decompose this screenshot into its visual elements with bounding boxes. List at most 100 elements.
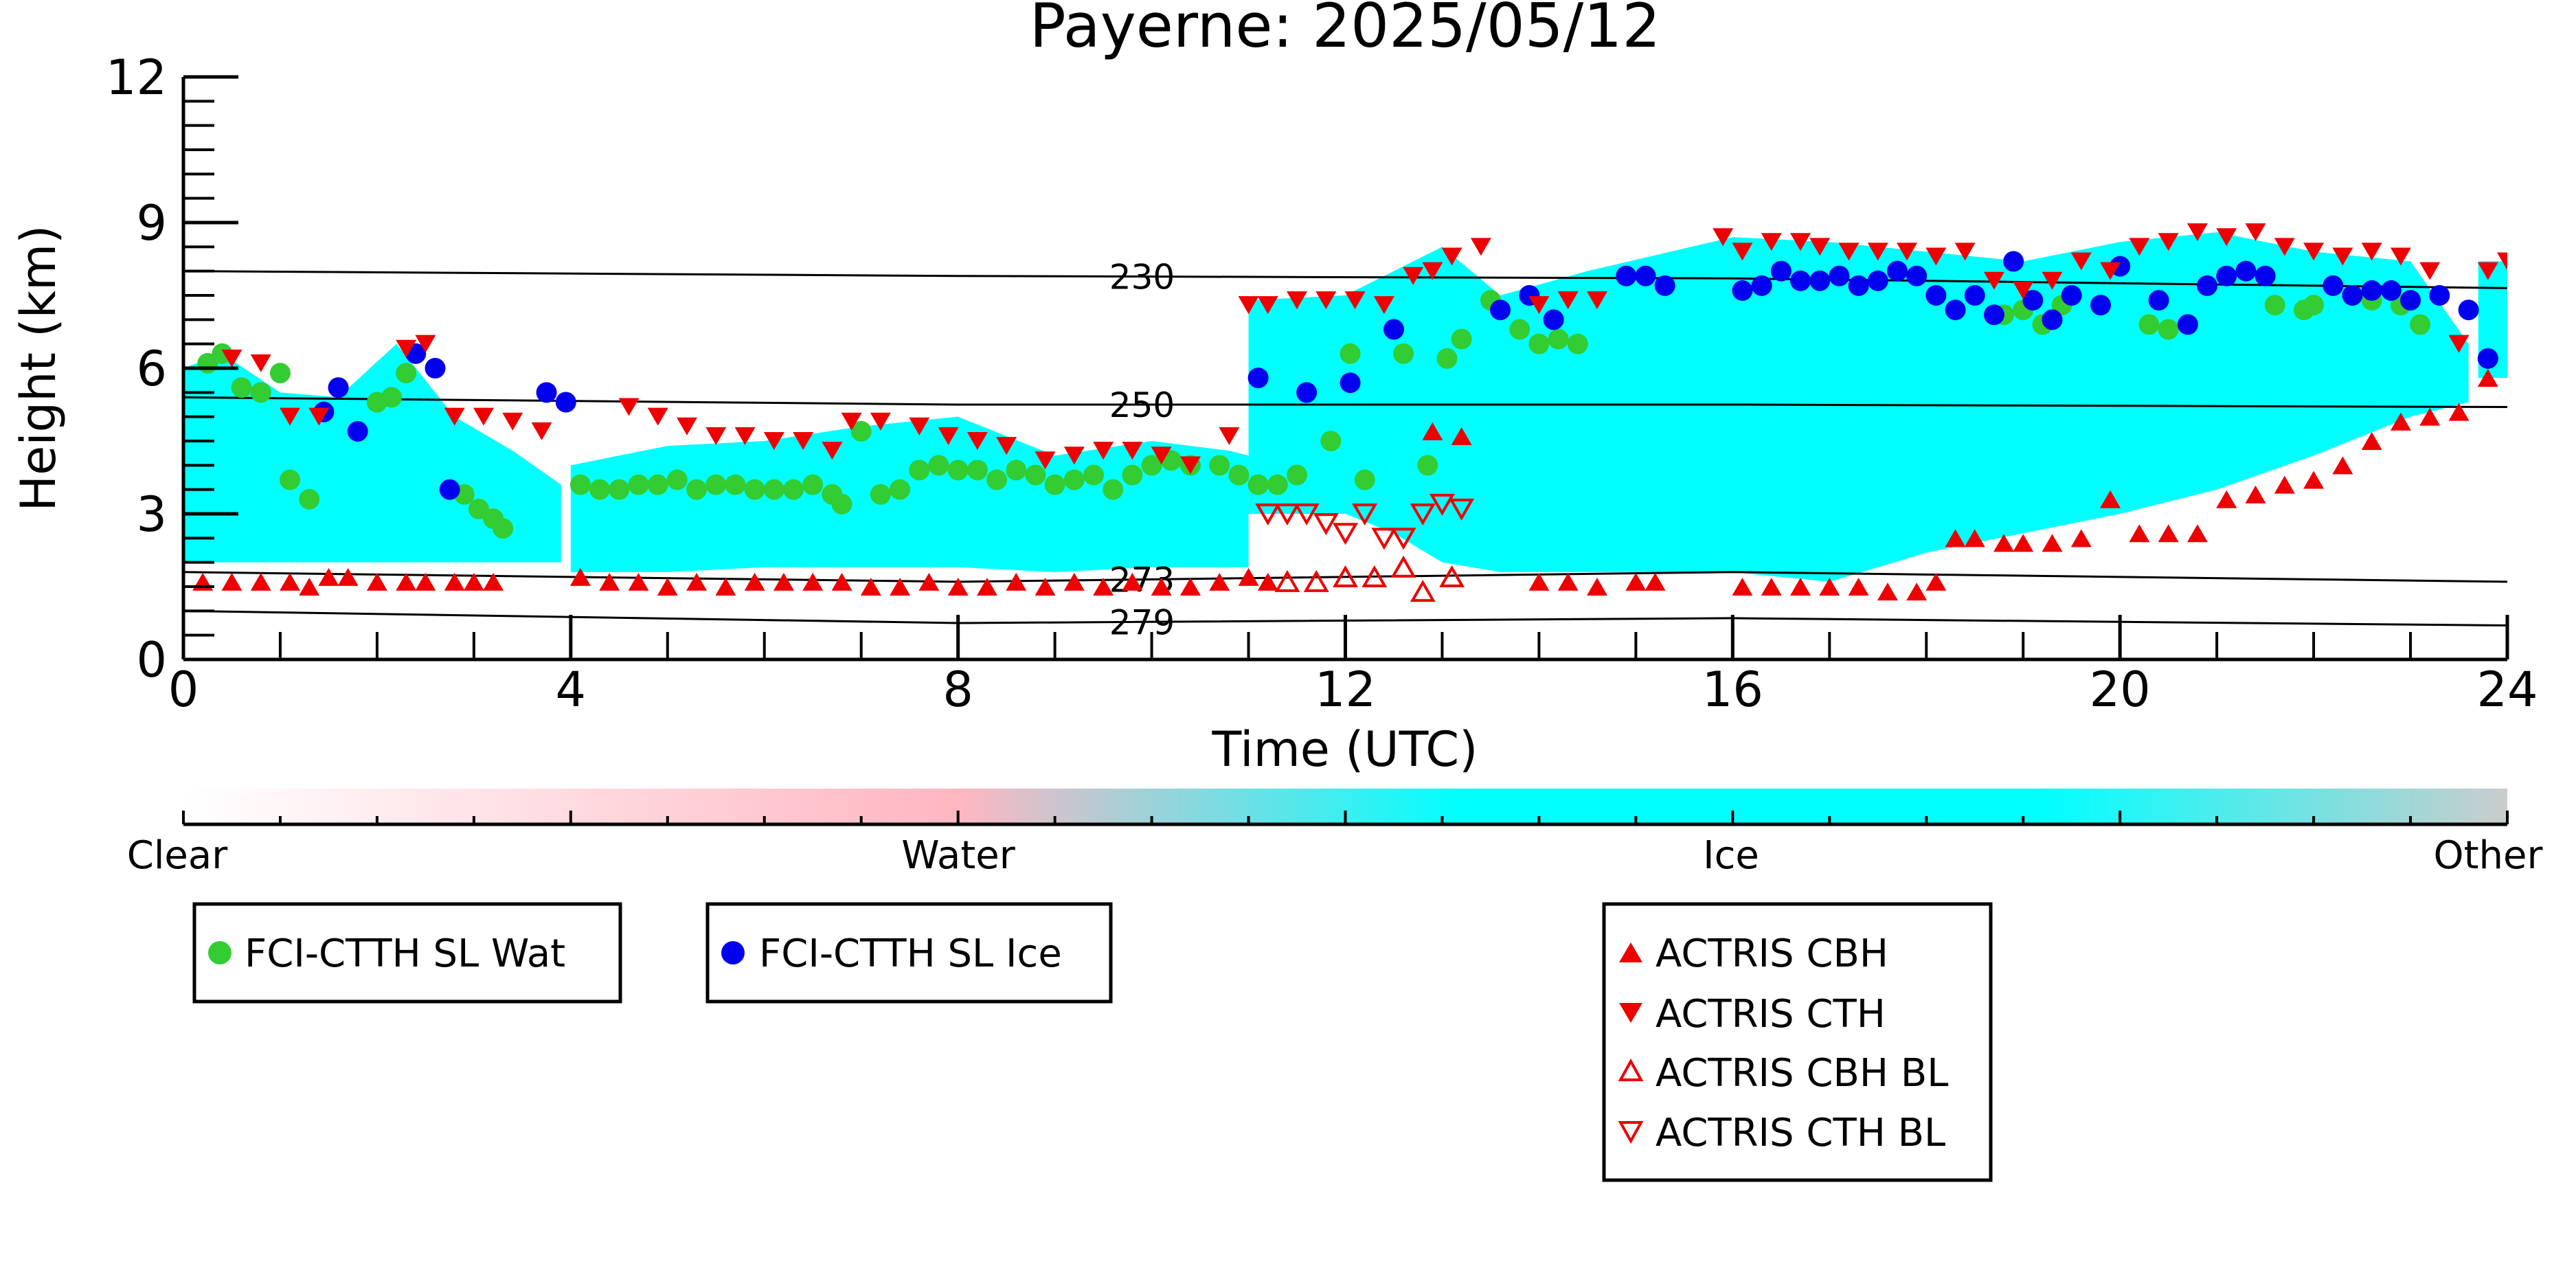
point-actris-cbh: [715, 578, 736, 596]
point-actris-cth: [822, 442, 843, 460]
point-fci-ctth-sl-wat: [1509, 319, 1530, 340]
point-actris-cbh: [2477, 369, 2498, 387]
point-actris-cth: [841, 412, 862, 431]
point-actris-cbh-bl: [1439, 565, 1465, 587]
point-actris-cbh: [947, 578, 969, 596]
point-fci-ctth-sl-ice: [439, 479, 460, 500]
point-actris-cbh: [1122, 572, 1143, 591]
point-actris-cth: [705, 427, 727, 445]
point-actris-cbh: [366, 572, 387, 591]
point-actris-cth: [1983, 271, 2004, 290]
colorbar-label-water: Water: [901, 833, 1016, 878]
point-fci-ctth-sl-wat: [1528, 333, 1550, 354]
point-fci-ctth-sl-ice: [2323, 275, 2344, 296]
point-fci-ctth-sl-wat: [1320, 431, 1342, 451]
point-actris-cbh: [1625, 572, 1647, 591]
point-fci-ctth-sl-wat: [666, 469, 688, 490]
point-fci-ctth-sl-ice: [1296, 382, 1318, 403]
legend-label-actris-cth: ACTRIS CTH: [1656, 992, 1886, 1037]
point-actris-cth: [2245, 223, 2266, 242]
point-actris-cbh: [686, 572, 708, 591]
point-fci-ctth-sl-wat: [1209, 455, 1230, 476]
point-actris-cbh: [415, 572, 436, 591]
point-actris-cbh: [1422, 422, 1443, 440]
point-fci-ctth-sl-ice: [2342, 285, 2363, 306]
point-actris-cth: [1441, 247, 1462, 266]
point-actris-cbh: [1451, 427, 1472, 445]
point-fci-ctth-sl-ice: [1383, 319, 1404, 340]
point-actris-cth: [2158, 233, 2179, 251]
legend-marker-actris-cth: [1619, 1003, 1642, 1023]
point-actris-cth: [2187, 223, 2208, 242]
point-actris-cth: [1344, 291, 1366, 310]
point-actris-cth-bl: [1313, 513, 1339, 536]
point-actris-cth: [2070, 252, 2092, 271]
point-actris-cth: [1954, 242, 1976, 261]
point-actris-cth: [1422, 262, 1443, 280]
point-actris-cbh: [1645, 572, 1666, 591]
point-fci-ctth-sl-wat: [231, 377, 252, 398]
point-fci-ctth-sl-wat: [1083, 464, 1105, 486]
point-fci-ctth-sl-ice: [1809, 270, 1831, 291]
point-actris-cth: [250, 354, 271, 372]
point-actris-cth: [2419, 262, 2441, 280]
point-actris-cth: [415, 335, 436, 353]
point-fci-ctth-sl-wat: [831, 493, 852, 515]
point-fci-ctth-sl-wat: [396, 363, 417, 384]
colorbar-label-clear: Clear: [127, 833, 228, 878]
legend-label-fci-wat: FCI-CTTH SL Wat: [245, 931, 565, 976]
point-actris-cth-bl: [1410, 504, 1436, 526]
point-actris-cth: [1179, 456, 1201, 475]
point-actris-cth: [1373, 296, 1394, 315]
point-actris-cbh: [918, 572, 940, 591]
point-fci-ctth-sl-wat: [2264, 295, 2285, 316]
colorbar-ticks: [182, 811, 2509, 824]
point-actris-cth-bl: [1371, 528, 1397, 550]
point-actris-cth: [2100, 262, 2121, 280]
point-fci-ctth-sl-ice: [1848, 275, 1869, 296]
point-fci-ctth-sl-ice: [2148, 290, 2169, 311]
x-tick-label: 4: [556, 662, 587, 718]
point-fci-ctth-sl-wat: [1436, 348, 1458, 369]
point-actris-cbh: [318, 567, 339, 586]
legend-box: [1602, 902, 1993, 1182]
point-fci-ctth-sl-ice: [1543, 309, 1564, 330]
point-actris-cbh: [831, 572, 852, 591]
legend-label-fci-ice: FCI-CTTH SL Ice: [759, 931, 1062, 976]
point-actris-cbh: [2216, 490, 2237, 508]
point-fci-ctth-sl-wat: [628, 474, 649, 495]
point-fci-ctth-sl-wat: [783, 479, 804, 500]
x-axis-label: Time (UTC): [1212, 721, 1478, 778]
point-actris-cbh: [744, 572, 765, 591]
point-fci-ctth-sl-wat: [1354, 469, 1375, 490]
point-fci-ctth-sl-wat: [1417, 455, 1438, 476]
point-actris-cbh: [280, 572, 301, 591]
legend-marker-actris-cbh-bl: [1618, 1058, 1644, 1081]
x-tick-label: 0: [168, 662, 199, 718]
point-fci-ctth-sl-wat: [569, 474, 591, 495]
point-actris-cth: [1403, 267, 1424, 285]
point-fci-ctth-sl-ice: [2477, 348, 2498, 369]
point-actris-cbh: [1586, 578, 1607, 596]
legend-marker-fci-wat: [208, 941, 231, 964]
point-actris-cbh: [2187, 524, 2208, 543]
point-actris-cth: [2129, 238, 2150, 256]
colorbar: Clear Water Ice Other: [127, 789, 2543, 878]
point-fci-ctth-sl-ice: [2090, 295, 2111, 316]
point-actris-cth: [676, 417, 697, 436]
point-actris-cbh: [802, 572, 824, 591]
point-fci-ctth-sl-wat: [589, 479, 611, 500]
point-actris-cbh: [628, 572, 649, 591]
point-actris-cth: [618, 398, 640, 416]
point-actris-cbh: [1877, 583, 1898, 601]
data-markers: [192, 223, 2507, 602]
point-actris-cth: [2274, 238, 2295, 256]
point-fci-ctth-sl-wat: [1063, 469, 1085, 490]
point-fci-ctth-sl-wat: [1267, 474, 1288, 495]
point-fci-ctth-sl-wat: [381, 387, 403, 408]
point-actris-cbh: [1528, 572, 1550, 591]
point-actris-cbh-bl: [1274, 569, 1300, 592]
point-actris-cbh: [1063, 572, 1085, 591]
point-actris-cth: [2361, 242, 2382, 261]
